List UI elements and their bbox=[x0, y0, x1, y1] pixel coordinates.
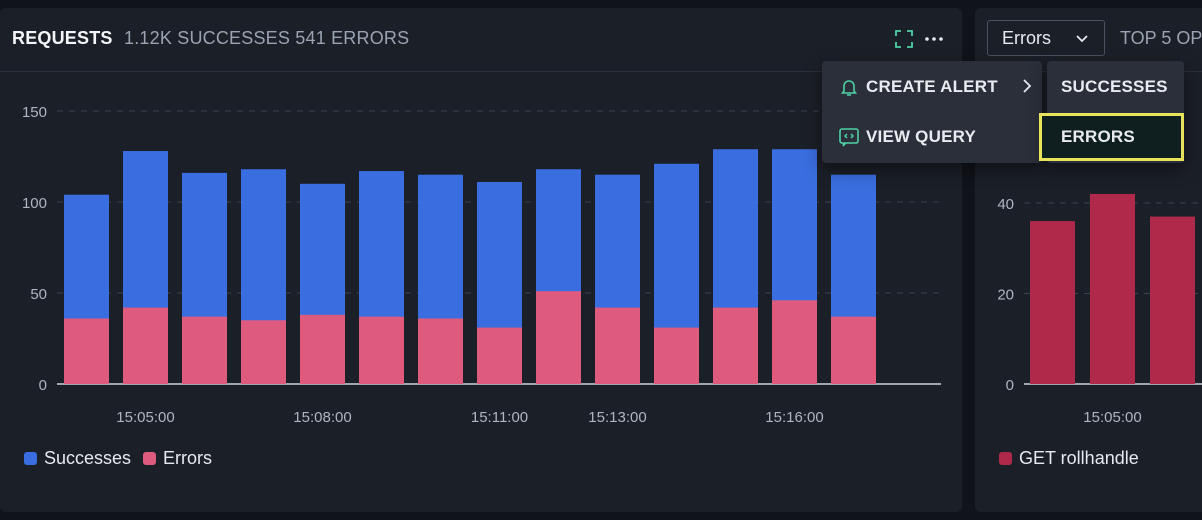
x-tick-label: 15:05:00 bbox=[116, 409, 174, 426]
bar-successes bbox=[713, 149, 758, 308]
bar-successes bbox=[300, 183, 345, 315]
panel-subtitle: 1.12K SUCCESSES 541 ERRORS bbox=[124, 28, 410, 48]
bar-errors bbox=[182, 316, 227, 384]
menu-item-view-query[interactable]: VIEW QUERY bbox=[822, 113, 1042, 161]
y-tick-label: 0 bbox=[39, 377, 47, 394]
bar-successes bbox=[536, 169, 581, 292]
submenu-item-successes[interactable]: SUCCESSES bbox=[1061, 77, 1168, 96]
bar-errors bbox=[359, 316, 404, 384]
bar-successes bbox=[241, 169, 286, 321]
expand-icon[interactable] bbox=[893, 28, 915, 50]
y-tick-label: 40 bbox=[997, 196, 1014, 213]
x-tick-label: 15:11:00 bbox=[471, 409, 528, 426]
chevron-down-icon bbox=[1076, 35, 1088, 43]
top-operations-chart: 0 20 40 15:05:00 bbox=[997, 193, 1202, 426]
x-tick-label: 15:16:00 bbox=[765, 409, 823, 426]
bell-icon bbox=[840, 80, 858, 96]
y-tick-label: 50 bbox=[30, 286, 47, 303]
bar-errors bbox=[418, 318, 463, 384]
bar-successes bbox=[595, 174, 640, 308]
bar-successes bbox=[359, 171, 404, 317]
x-tick-label: 15:13:00 bbox=[588, 409, 646, 426]
y-tick-label: 100 bbox=[22, 195, 47, 212]
requests-chart: 0 50 100 150 15:05:00 15:08:00 15:11:00 15:13:0… bbox=[22, 104, 941, 426]
menu-item-create-alert[interactable]: CREATE ALERT bbox=[822, 63, 1042, 111]
bar-successes bbox=[64, 194, 109, 319]
bar-errors bbox=[64, 318, 109, 384]
legend-swatch-get-rollhandle bbox=[999, 452, 1012, 465]
bar-errors bbox=[654, 327, 699, 384]
y-tick-label: 0 bbox=[1006, 377, 1014, 394]
bar-errors bbox=[595, 307, 640, 384]
bar-errors bbox=[241, 320, 286, 384]
bar-successes bbox=[654, 163, 699, 328]
chevron-right-icon bbox=[1023, 79, 1032, 93]
top-legend[interactable]: GET rollhandle bbox=[999, 448, 1139, 469]
dropdown-value: Errors bbox=[1002, 27, 1051, 48]
x-tick-label: 15:08:00 bbox=[293, 409, 351, 426]
menu-item-label: CREATE ALERT bbox=[866, 77, 998, 96]
bar-errors bbox=[123, 307, 168, 384]
bar-errors bbox=[772, 300, 817, 384]
bar-errors bbox=[477, 327, 522, 384]
legend-swatch-successes bbox=[24, 452, 37, 465]
code-icon bbox=[839, 128, 859, 147]
y-tick-label: 150 bbox=[22, 104, 47, 121]
bar-successes bbox=[182, 172, 227, 317]
bar-successes bbox=[123, 151, 168, 308]
metric-dropdown[interactable]: Errors bbox=[987, 20, 1105, 56]
create-alert-submenu: SUCCESSES ERRORS bbox=[1039, 61, 1184, 163]
panel-title: REQUESTS bbox=[12, 28, 113, 48]
bar-get-rollhandle bbox=[1030, 221, 1075, 384]
submenu-item-errors[interactable]: ERRORS bbox=[1039, 113, 1184, 161]
bar-get-rollhandle bbox=[1150, 216, 1195, 384]
requests-legend: Successes Errors bbox=[24, 448, 212, 469]
y-tick-label: 20 bbox=[997, 287, 1014, 304]
bar-successes bbox=[418, 174, 463, 319]
bar-errors bbox=[713, 307, 758, 384]
bar-errors bbox=[536, 291, 581, 384]
requests-panel-header: REQUESTS 1.12K SUCCESSES 541 ERRORS bbox=[0, 8, 962, 72]
bar-successes bbox=[477, 181, 522, 328]
more-horizontal-icon[interactable] bbox=[923, 28, 945, 50]
legend-successes[interactable]: Successes bbox=[24, 448, 131, 469]
legend-label-successes: Successes bbox=[44, 448, 132, 468]
bar-successes bbox=[772, 149, 817, 301]
bar-errors bbox=[831, 316, 876, 384]
panel-menu: CREATE ALERT VIEW QUERY bbox=[822, 61, 1042, 163]
requests-panel: REQUESTS 1.12K SUCCESSES 541 ERRORS 0 50 1… bbox=[0, 8, 962, 512]
menu-item-label: VIEW QUERY bbox=[866, 127, 976, 146]
bar-get-rollhandle bbox=[1090, 193, 1135, 384]
bar-errors bbox=[300, 314, 345, 384]
legend-label-get-rollhandle: GET rollhandle bbox=[1019, 448, 1139, 468]
bar-successes bbox=[831, 174, 876, 317]
legend-errors[interactable]: Errors bbox=[143, 448, 212, 469]
legend-swatch-errors bbox=[143, 452, 157, 465]
top-panel-title: TOP 5 OP bbox=[1120, 28, 1202, 48]
legend-label-errors: Errors bbox=[163, 448, 213, 468]
x-tick-label: 15:05:00 bbox=[1083, 409, 1141, 426]
